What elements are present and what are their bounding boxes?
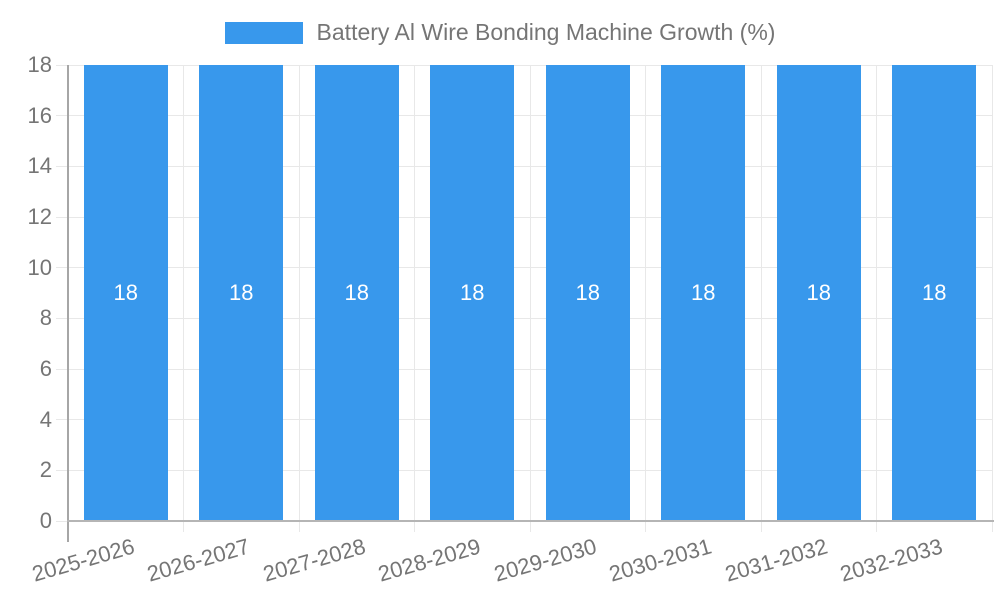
legend-item[interactable]: Battery Al Wire Bonding Machine Growth (… bbox=[224, 19, 776, 46]
x-axis-tick bbox=[298, 521, 300, 532]
x-axis-tick bbox=[529, 521, 531, 532]
plot-area: 18 18 18 18 18 18 18 18 bbox=[68, 64, 993, 521]
bar[interactable]: 18 bbox=[199, 65, 284, 521]
gridline-vertical bbox=[414, 65, 415, 521]
x-axis-tick bbox=[991, 521, 993, 532]
bar-value-label: 18 bbox=[344, 280, 369, 305]
y-axis-tick bbox=[56, 469, 68, 471]
y-axis-tick bbox=[56, 520, 68, 522]
bar[interactable]: 18 bbox=[892, 65, 977, 521]
bar[interactable]: 18 bbox=[430, 65, 515, 521]
bar[interactable]: 18 bbox=[545, 65, 630, 521]
y-axis-tick bbox=[56, 419, 68, 421]
x-axis-tick bbox=[414, 521, 415, 532]
y-axis-label: 10 bbox=[27, 254, 52, 280]
y-axis-tick bbox=[56, 368, 68, 370]
gridline-vertical bbox=[760, 65, 762, 521]
y-axis-tick bbox=[56, 267, 68, 269]
legend: Battery Al Wire Bonding Machine Growth (… bbox=[0, 19, 1000, 46]
bar-value-label: 18 bbox=[806, 280, 831, 305]
y-axis-label: 12 bbox=[27, 204, 52, 229]
legend-swatch-icon bbox=[224, 21, 303, 44]
y-axis-label: 2 bbox=[39, 457, 52, 483]
gridline-vertical bbox=[876, 65, 877, 521]
gridline-vertical bbox=[645, 65, 646, 521]
legend-label: Battery Al Wire Bonding Machine Growth (… bbox=[316, 19, 776, 45]
x-axis-tick bbox=[876, 521, 877, 532]
x-axis-line bbox=[67, 520, 994, 522]
bar-value-label: 18 bbox=[460, 280, 485, 305]
bar-value-label: 18 bbox=[575, 280, 600, 305]
bar-value-label: 18 bbox=[113, 280, 138, 305]
x-axis-tick bbox=[760, 521, 762, 532]
y-axis-tick bbox=[56, 317, 68, 319]
y-axis-tick bbox=[56, 216, 68, 218]
gridline-vertical bbox=[529, 65, 531, 521]
gridline-vertical bbox=[991, 65, 993, 521]
bar-value-label: 18 bbox=[922, 280, 947, 305]
gridline-vertical bbox=[298, 65, 300, 521]
y-axis-label: 18 bbox=[27, 52, 52, 77]
gridline-vertical bbox=[183, 65, 184, 521]
y-axis-tick bbox=[56, 115, 68, 117]
y-axis-tick bbox=[56, 165, 68, 167]
bar-value-label: 18 bbox=[691, 280, 716, 305]
bar[interactable]: 18 bbox=[314, 65, 399, 521]
bar[interactable]: 18 bbox=[83, 65, 168, 521]
bar[interactable]: 18 bbox=[661, 65, 746, 521]
y-axis-label: 8 bbox=[39, 305, 52, 331]
x-axis-tick bbox=[183, 521, 184, 532]
x-axis-tick bbox=[645, 521, 646, 532]
y-axis-label: 0 bbox=[39, 508, 52, 533]
y-axis-label: 4 bbox=[39, 406, 52, 432]
y-axis-label: 6 bbox=[39, 356, 52, 381]
y-axis-label: 16 bbox=[27, 102, 52, 128]
bar-value-label: 18 bbox=[229, 280, 254, 305]
y-axis-line bbox=[67, 65, 69, 542]
y-axis-tick bbox=[56, 64, 68, 66]
y-axis-label: 14 bbox=[27, 153, 52, 179]
bar[interactable]: 18 bbox=[776, 65, 861, 521]
